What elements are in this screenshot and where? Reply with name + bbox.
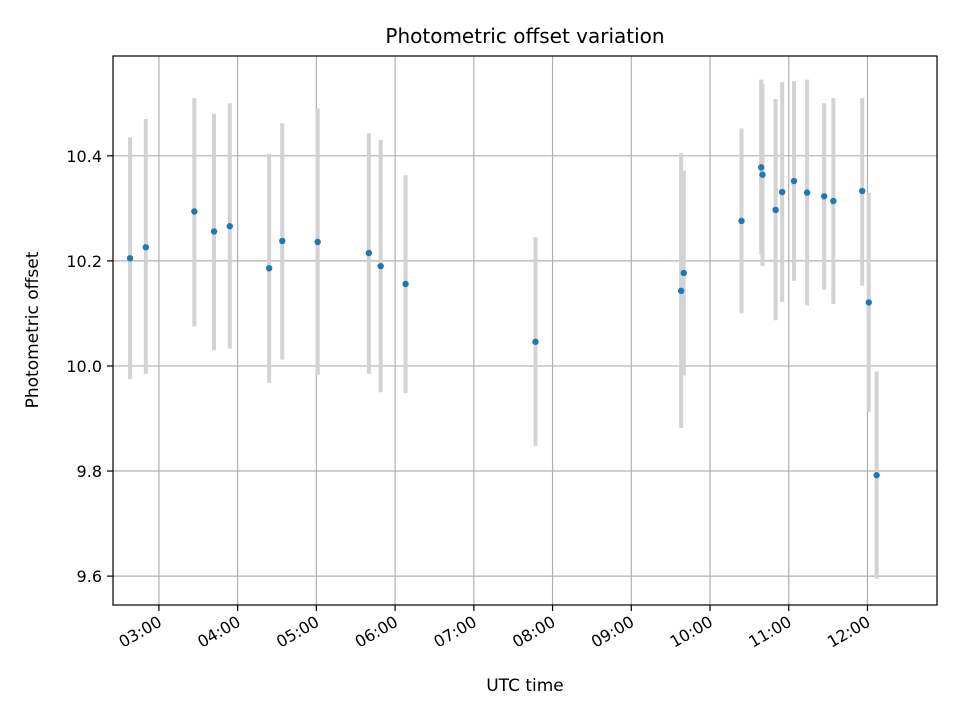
data-point (803, 189, 811, 196)
data-point (830, 197, 837, 205)
data-point (790, 177, 798, 185)
data-point (126, 255, 134, 262)
x-axis-title: UTC time (486, 676, 564, 696)
data-point (865, 299, 872, 306)
chart-title: Photometric offset variation (385, 24, 664, 48)
data-point (759, 171, 766, 178)
plot-frame (112, 55, 938, 606)
data-point (677, 287, 685, 295)
data-point (873, 472, 880, 479)
data-point (778, 188, 786, 196)
y-tick-label: 9.8 (77, 462, 102, 481)
data-point (142, 244, 150, 251)
data-point (738, 217, 745, 225)
data-points (126, 164, 880, 479)
data-point (365, 249, 373, 257)
data-point (191, 208, 198, 215)
y-tick-label: 10.4 (66, 147, 102, 166)
y-tick-label: 10.2 (66, 252, 102, 271)
y-tick-label: 9.6 (77, 567, 102, 586)
data-point (757, 164, 765, 171)
data-point (377, 262, 384, 270)
data-point (210, 228, 218, 235)
data-point (859, 187, 866, 195)
data-point (226, 223, 233, 230)
y-tick-label: 10.0 (66, 357, 102, 376)
plot-area (113, 56, 937, 605)
data-point (279, 237, 286, 245)
data-point (820, 193, 828, 200)
data-point (772, 206, 779, 214)
data-point (680, 269, 687, 277)
y-axis-title: Photometric offset (23, 251, 43, 408)
data-point (402, 280, 409, 288)
data-point (314, 238, 321, 246)
data-point (265, 265, 273, 272)
data-point (532, 338, 539, 345)
